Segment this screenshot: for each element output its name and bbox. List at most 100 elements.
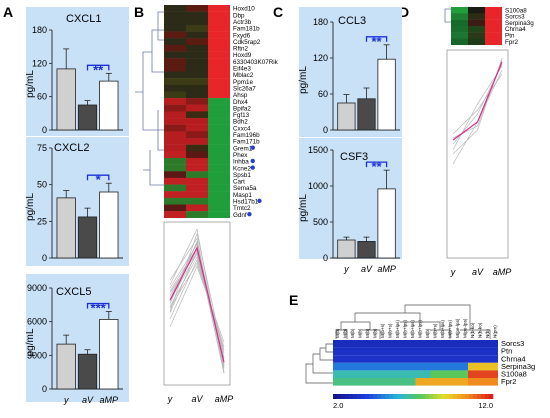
gene-label-s100a8: S100a8 [505, 7, 527, 14]
heatmap-e-cell [468, 378, 476, 386]
heatmap-b-cell [208, 138, 230, 145]
heatmap-e-cell [355, 355, 363, 363]
heatmap-e-cell [453, 362, 461, 371]
bar-av [77, 353, 98, 390]
heatmap-e-cell [348, 340, 356, 348]
y-axis-label: pg/mL [298, 66, 309, 94]
heatmap-e-cell [460, 347, 468, 356]
heatmap-b-cell [186, 78, 208, 85]
bar-amp [377, 188, 396, 259]
dendrogram-b [135, 11, 164, 186]
heatmap-b-cell [208, 111, 230, 119]
heatmap-e-cell [438, 347, 446, 356]
heatmap-b-cell [164, 64, 186, 72]
heatmap-e-cell [475, 347, 483, 356]
heatmap-e-cell [370, 362, 378, 371]
heatmap-e-cell [490, 340, 498, 348]
gene-label-dhx4: Dhx4 [233, 99, 248, 106]
heatmap-e-cell [370, 347, 378, 356]
y-tick-label: 180 [32, 25, 47, 35]
heatmap-e-cell [468, 362, 476, 371]
heatmap-b-cell [164, 38, 186, 46]
heatmap-e-cell [385, 362, 393, 371]
heatmap-e-cell [408, 355, 416, 363]
heatmap-e-cell [445, 355, 453, 363]
heatmap-b-cell [164, 84, 186, 92]
gene-marker-dot [257, 198, 262, 204]
heatmap-e-cell [445, 362, 453, 371]
heatmap-b-cell [164, 124, 186, 132]
heatmap-e-cell [445, 340, 453, 348]
gene-label-grem1: Grem1 [233, 145, 253, 152]
gene-label-kcne2: Kcne2 [233, 165, 251, 172]
heatmap-e-cell [408, 370, 416, 378]
color-scale-segment [349, 394, 354, 399]
dendrogram-e-top [335, 304, 491, 339]
color-scale-segment [469, 394, 474, 399]
heatmap-b-cell [208, 104, 230, 112]
heatmap-e-cell [370, 378, 378, 386]
heatmap-b-cell [208, 157, 230, 165]
heatmap-b-cell [208, 11, 230, 19]
significance-bracket [365, 161, 388, 168]
color-scale-segment [481, 394, 486, 399]
x-tick-label: aMP [377, 264, 396, 274]
bar-y [337, 239, 356, 259]
scale-min-label: 2.0 [333, 401, 343, 410]
heatmap-b-cell [164, 44, 186, 52]
heatmap-b-cell [164, 18, 186, 26]
heatmap-e-cell [348, 355, 356, 363]
significance-bracket [86, 174, 110, 181]
x-tick-label: aV [472, 267, 484, 277]
x-tick-label: y [450, 267, 456, 277]
heatmap-e-cell [460, 370, 468, 378]
column-label: M(pe-lps) [455, 318, 460, 338]
heatmap-e-cell [400, 340, 408, 348]
heatmap-b-cell [164, 91, 186, 99]
column-label: M(b+lps) [447, 320, 452, 338]
y-tick-label: 1500 [308, 145, 328, 155]
column-label: N(b-ko) [470, 322, 475, 338]
heatmap-e-cell [400, 370, 408, 378]
significance-label: *** [91, 301, 107, 316]
heatmap-e-cell [483, 340, 491, 348]
heatmap-e-cell [333, 378, 341, 386]
heatmap-e-cell [438, 340, 446, 348]
bar-amp [99, 191, 119, 259]
heatmap-b-cell [164, 5, 186, 12]
gene-label-rftn2: Rftn2 [233, 46, 249, 53]
gene-label-tmtc2: Tmtc2 [233, 205, 251, 212]
profile-mean-line [452, 61, 503, 141]
column-label: M(b+s) [432, 323, 437, 338]
heatmap-b-cell [208, 51, 230, 59]
heatmap-e-cell [475, 362, 483, 371]
significance-bracket [365, 36, 388, 42]
heatmap-b-cell [208, 171, 230, 179]
gene-label-cart: Cart [233, 179, 245, 186]
profile-plot-d: y aV aMP [446, 49, 511, 277]
heatmap-b: Hoxd10DbpActr3bFam181bFxyd6Cdk5rap2Rftn2… [135, 5, 279, 219]
color-scale-segment [397, 394, 402, 399]
gene-label-ppm1e: Ppm1e [233, 79, 253, 86]
y-tick-label: 9000 [27, 283, 47, 293]
color-scale-segment [425, 394, 430, 399]
profile-mean-line [169, 245, 225, 363]
heatmap-b-cell [208, 58, 230, 66]
y-tick-label: 180 [313, 17, 328, 27]
heatmap-b-cell [208, 71, 230, 79]
color-scale-segment [433, 394, 438, 399]
color-scale-segment [357, 394, 362, 399]
heatmap-e-cell [333, 355, 341, 363]
y-tick-label: 0 [323, 125, 328, 135]
bar-chart-cxcl5: 0 3000 6000 9000 pg/mL CXCL5*** y aV aMP [25, 274, 129, 405]
heatmap-b-cell [208, 84, 230, 92]
gene-label-slc26a7: Slc26a7 [233, 85, 256, 92]
column-label: M(b) [335, 328, 340, 338]
heatmap-e-cell [408, 340, 416, 348]
gene-label-cxxc4: Cxxc4 [233, 125, 251, 132]
color-scale-segment [409, 394, 414, 399]
gene-label-hsd17b1: Hsd17b1 [233, 199, 259, 206]
heatmap-b-cell [186, 157, 208, 165]
heatmap-e-cell [370, 355, 378, 363]
